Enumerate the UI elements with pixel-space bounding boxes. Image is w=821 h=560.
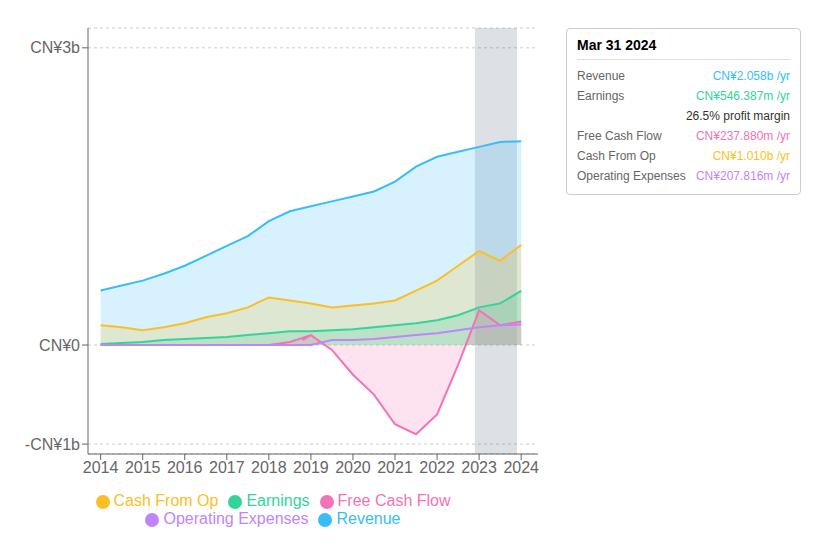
svg-text:2024: 2024: [503, 459, 539, 476]
html-text:Cash From Op: Cash From Op: [113, 492, 219, 509]
html-text:CN¥546.387m /yr: CN¥546.387m /yr: [696, 89, 790, 103]
svg-text:2017: 2017: [209, 459, 245, 476]
html-text:Operating Expenses: Operating Expenses: [163, 510, 309, 527]
html-text:Revenue: Revenue: [336, 510, 401, 527]
html-text:CN¥237.880m /yr: CN¥237.880m /yr: [696, 129, 790, 143]
svg-text:2020: 2020: [335, 459, 371, 476]
svg-text:2022: 2022: [419, 459, 455, 476]
svg-text:2021: 2021: [377, 459, 413, 476]
html-text:Revenue: Revenue: [577, 69, 625, 83]
svg-text:2014: 2014: [83, 459, 119, 476]
html-text:Mar 31 2024: Mar 31 2024: [577, 37, 657, 53]
svg-text:2023: 2023: [461, 459, 497, 476]
html-text:Cash From Op: Cash From Op: [577, 149, 656, 163]
svg-text:2018: 2018: [251, 459, 287, 476]
html-text:CN¥207.816m /yr: CN¥207.816m /yr: [696, 169, 790, 183]
svg-text:2015: 2015: [125, 459, 161, 476]
html-text:Free Cash Flow: Free Cash Flow: [337, 492, 451, 509]
html-text:Operating Expenses: Operating Expenses: [577, 169, 686, 183]
svg-text:CN¥3b: CN¥3b: [30, 39, 80, 56]
html-text:Free Cash Flow: Free Cash Flow: [577, 129, 662, 143]
svg-text:2016: 2016: [167, 459, 203, 476]
html-text:Earnings: Earnings: [577, 89, 625, 103]
svg-text:CN¥0: CN¥0: [39, 337, 80, 354]
svg-text:2019: 2019: [293, 459, 329, 476]
html-text:26.5% profit margin: 26.5% profit margin: [685, 109, 790, 123]
html-text:CN¥1.010b /yr: CN¥1.010b /yr: [712, 149, 790, 163]
svg-text:-CN¥1b: -CN¥1b: [25, 436, 80, 453]
html-text:CN¥2.058b /yr: CN¥2.058b /yr: [712, 69, 790, 83]
html-text:Earnings: Earnings: [246, 492, 310, 509]
